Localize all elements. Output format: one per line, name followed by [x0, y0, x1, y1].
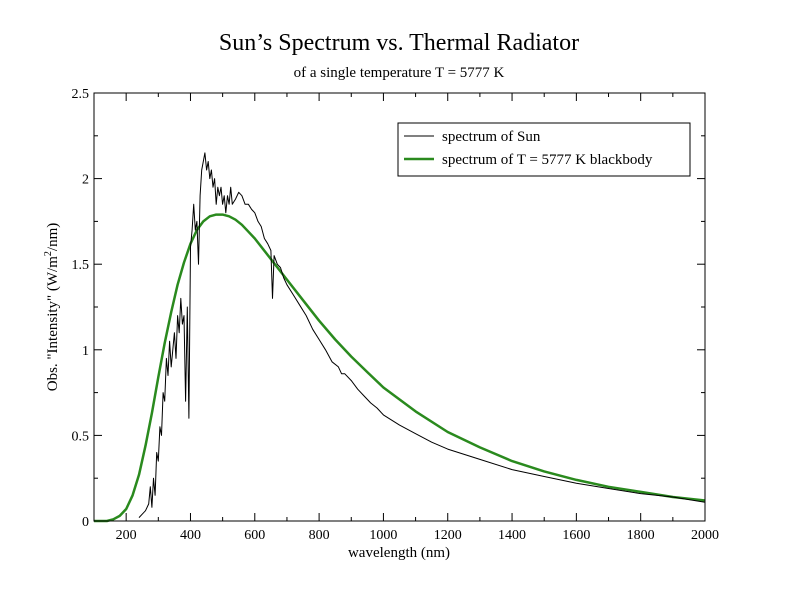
y-axis-label-superscript: 2 — [43, 251, 54, 256]
y-tick-label: 1.5 — [72, 258, 90, 273]
x-tick-label: 1000 — [369, 528, 397, 543]
x-tick-label: 600 — [244, 528, 265, 543]
x-tick-label: 200 — [116, 528, 137, 543]
y-axis-label: Obs. "Intensity" (W/m2/nm) — [43, 223, 61, 392]
series-layer — [94, 152, 706, 523]
legend-box — [397, 122, 691, 177]
y-tick-label: 2 — [82, 173, 89, 188]
y-tick-label: 2.5 — [72, 87, 90, 102]
chart-title: Sun’s Spectrum vs. Thermal Radiator — [219, 30, 579, 56]
y-axis-label-suffix: /nm) — [45, 223, 61, 251]
y-tick-label: 0.5 — [72, 429, 90, 444]
x-tick-label: 2000 — [691, 528, 719, 543]
legend-label-sun: spectrum of Sun — [442, 129, 541, 145]
series-line-blackbody — [94, 213, 706, 523]
x-tick-label: 1400 — [498, 528, 526, 543]
legend: spectrum of Sun spectrum of T = 5777 K b… — [397, 122, 691, 177]
y-tick-label: 0 — [82, 515, 89, 530]
x-tick-label: 400 — [180, 528, 201, 543]
x-tick-label: 800 — [309, 528, 330, 543]
x-tick-label: 1600 — [562, 528, 590, 543]
ticks-layer: 200 400 600 800 1000 1200 1400 1600 1800 2000 0 0.5… — [72, 87, 720, 543]
legend-label-blackbody: spectrum of T = 5777 K blackbody — [442, 152, 653, 168]
x-tick-label: 1800 — [627, 528, 655, 543]
x-axis-label: wavelength (nm) — [348, 545, 450, 561]
y-tick-label: 1 — [82, 344, 89, 359]
series-line-sun — [138, 152, 706, 518]
chart-subtitle: of a single temperature T = 5777 K — [294, 65, 505, 81]
x-tick-label: 1200 — [434, 528, 462, 543]
y-axis-label-prefix: Obs. "Intensity" (W/m — [45, 256, 61, 391]
